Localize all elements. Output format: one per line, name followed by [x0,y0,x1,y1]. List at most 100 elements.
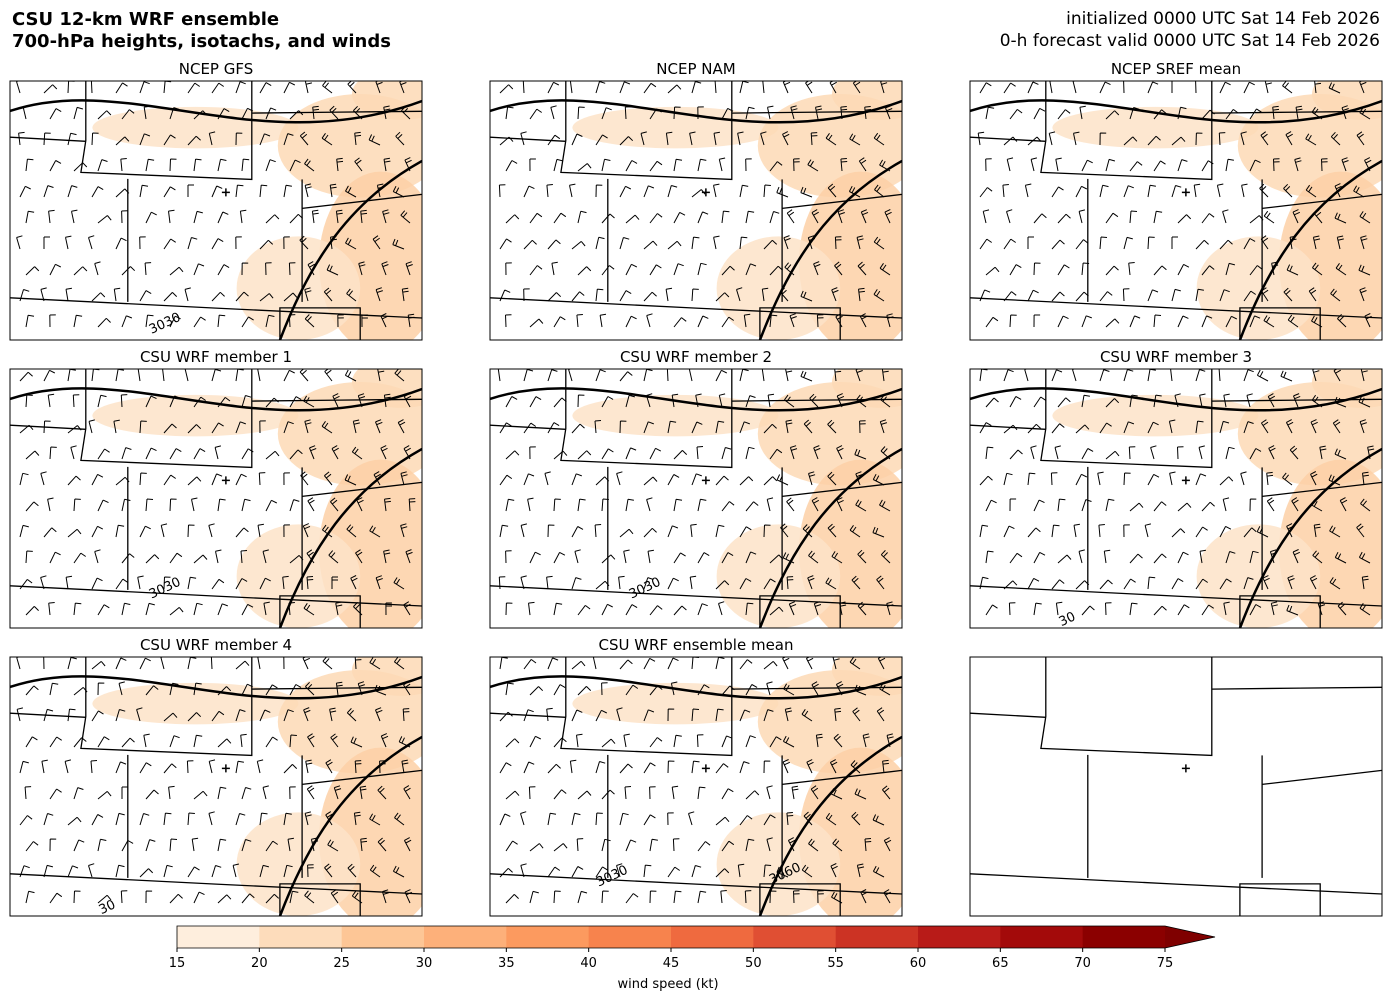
wind-barb [115,709,126,722]
wind-barb [673,317,687,328]
colorbar-segment [1000,926,1084,948]
wind-barb [88,419,95,434]
wind-barb [1033,262,1041,276]
wind-barb [619,237,630,250]
wind-barb [91,661,106,670]
wind-barb [640,131,647,146]
state-border [10,136,86,142]
wind-barb [283,236,290,250]
wind-barb [208,523,215,538]
wind-barb [215,549,222,564]
state-border [490,424,566,430]
wind-barb [577,450,592,460]
wind-barb [1075,424,1090,434]
wind-barb [73,890,81,904]
wind-barb [358,261,366,276]
contour-label: 3030 [594,863,630,891]
wind-barb [1153,160,1166,172]
wind-barb [1177,551,1189,564]
wind-barb [786,576,794,590]
wind-barb [547,812,557,826]
wind-barb [352,419,360,434]
wind-barb [985,604,998,616]
wind-barb [849,525,861,538]
wind-barb [623,733,630,748]
wind-barb [643,762,656,774]
wind-barb [1057,264,1070,276]
wind-barb [1147,289,1159,302]
colorbar-extend [1165,926,1215,948]
wind-barb [169,498,177,512]
wind-barb [1051,423,1065,434]
wind-barb [256,759,264,774]
wind-barb [283,133,294,146]
wind-barb [499,422,512,434]
wind-barb [1081,605,1095,616]
wind-barb [697,211,709,224]
wind-barb [1123,236,1133,250]
wind-barb [400,210,411,224]
wind-barb [67,865,79,878]
wind-barb [329,183,337,198]
wind-barb [696,734,704,748]
wind-barb [1272,105,1280,120]
wind-barb [1171,185,1182,198]
isotach-shade [277,669,422,774]
wind-barb [25,394,33,408]
isotach-shade [716,812,841,916]
wind-barb [715,763,729,774]
wind-barb [643,577,654,590]
wind-barb [1030,445,1037,460]
wind-barb [769,448,783,460]
wind-barb [571,526,584,538]
wind-barb [601,603,613,616]
wind-barb [1225,262,1236,276]
colorbar-segment [506,926,590,948]
wind-barb [336,157,344,172]
wind-barb [1171,288,1181,302]
wind-barb [1072,81,1077,94]
wind-barb [985,550,994,564]
wind-barb [762,81,769,94]
wind-barb [643,657,656,670]
wind-barb [118,681,125,696]
wind-barb [380,733,389,748]
map-panel: 3030 [489,368,903,629]
wind-barb [91,186,104,198]
height-contour [970,387,1382,412]
colorbar-segment [588,926,672,948]
wind-barb [643,814,656,826]
colorbar-segment [753,926,837,948]
isotach-shade [716,524,841,628]
wind-barb [697,158,707,172]
wind-barb [208,811,215,826]
wind-barb [815,105,823,120]
wind-barb [187,524,195,538]
wind-barb [73,498,81,512]
wind-barb [265,893,280,904]
wind-barb [120,890,128,904]
wind-barb [145,395,157,408]
wind-barb [1006,209,1013,224]
wind-barb [618,575,625,590]
wind-barb [1171,528,1186,538]
wind-barb [1177,214,1192,224]
wind-barb [240,550,248,564]
wind-barb [282,575,289,590]
wind-barb [259,420,266,434]
wind-barb [643,476,658,486]
height-contour [490,387,902,412]
wind-barb [1079,105,1086,120]
wind-barb [1049,81,1054,94]
wind-barb [643,240,658,250]
wind-barb [43,185,54,198]
wind-barb [529,735,542,748]
wind-barb [571,577,582,590]
wind-barb [782,657,790,670]
wind-barb [625,498,634,512]
wind-barb [688,811,695,826]
wind-barb [1240,471,1247,486]
isotach-shade [1052,106,1259,149]
wind-barb [529,551,541,564]
